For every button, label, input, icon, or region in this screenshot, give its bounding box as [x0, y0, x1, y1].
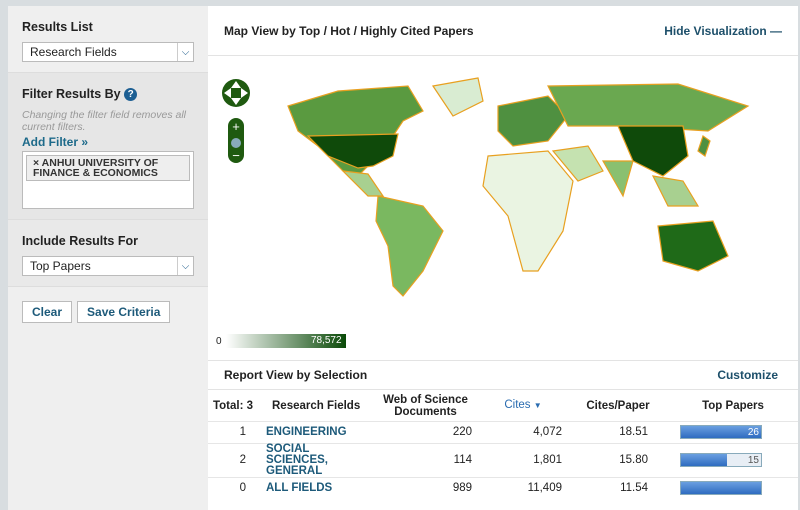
hide-visualization-button[interactable]: Hide Visualization — — [664, 23, 782, 38]
docs: 989 — [373, 476, 478, 499]
cites: 11,409 — [478, 476, 568, 499]
world-map[interactable]: +− — [208, 56, 798, 356]
top-papers-cell: 15 — [668, 442, 798, 477]
top-papers-bar[interactable]: 26 — [680, 425, 762, 439]
cites: 4,072 — [478, 420, 568, 443]
rank: 2 — [208, 442, 258, 477]
results-table: Total: 3 Research Fields Web of Science … — [208, 391, 798, 499]
cites-per-paper: 15.80 — [568, 442, 668, 477]
top-papers-cell — [668, 476, 798, 499]
map-title: Map View by Top / Hot / Highly Cited Pap… — [224, 23, 474, 38]
china — [617, 125, 689, 177]
results-list-value: Research Fields — [30, 45, 117, 59]
cites-per-paper: 18.51 — [568, 420, 668, 443]
south-america — [375, 195, 444, 297]
field-header[interactable]: Research Fields — [272, 399, 361, 412]
filter-label: Filter Results By — [22, 87, 121, 101]
top-papers-cell: 26 — [668, 420, 798, 443]
southeast-asia — [651, 175, 700, 207]
middle-east — [551, 145, 604, 182]
field-link[interactable]: ALL FIELDS — [258, 476, 373, 499]
cites: 1,801 — [478, 442, 568, 477]
chevron-down-icon: ⌵ — [177, 257, 193, 276]
add-filter-link[interactable]: Add Filter » — [22, 135, 89, 150]
remove-icon[interactable]: × — [33, 157, 40, 170]
include-select[interactable]: Top Papers ⌵ — [22, 256, 194, 277]
results-list-label: Results List — [22, 20, 93, 34]
help-icon[interactable]: ? — [124, 88, 138, 102]
sort-desc-icon: ▼ — [533, 401, 542, 411]
svg-text:−: − — [232, 148, 240, 163]
rank: 1 — [208, 420, 258, 443]
table-row: 1 ENGINEERING 220 4,072 18.51 26 — [208, 420, 798, 443]
docs-header[interactable]: Web of Science Documents — [383, 393, 468, 418]
map-controls[interactable]: +− — [222, 79, 250, 163]
filter-note: Changing the filter field removes all cu… — [22, 109, 187, 134]
total-header: Total: 3 — [212, 399, 254, 412]
chevron-down-icon: ⌵ — [177, 43, 193, 61]
top-papers-header[interactable]: Top Papers — [702, 399, 764, 412]
rank: 0 — [208, 476, 258, 499]
usa — [306, 133, 399, 169]
russia — [547, 83, 750, 132]
central-america — [341, 170, 385, 197]
docs: 220 — [373, 420, 478, 443]
field-link[interactable]: ENGINEERING — [258, 420, 373, 443]
results-list-select[interactable]: Research Fields ⌵ — [22, 42, 194, 62]
customize-link[interactable]: Customize — [717, 368, 778, 382]
top-papers-bar[interactable] — [680, 481, 762, 496]
field-link[interactable]: SOCIAL SCIENCES, GENERAL — [258, 442, 373, 477]
save-criteria-button[interactable]: Save Criteria — [77, 301, 171, 324]
india — [601, 160, 634, 198]
cites-per-paper-header[interactable]: Cites/Paper — [586, 399, 650, 412]
table-row: 0 ALL FIELDS 989 11,409 11.54 — [208, 476, 798, 499]
sidebar: Results List Research Fields ⌵ Filter Res… — [8, 6, 208, 510]
africa — [482, 150, 574, 272]
europe — [497, 95, 569, 147]
greenland — [431, 77, 484, 117]
table-row: 2 SOCIAL SCIENCES, GENERAL 114 1,801 15.… — [208, 442, 798, 477]
include-label: Include Results For — [22, 234, 138, 249]
map-legend: 0 78,572 — [216, 334, 346, 348]
filter-chip: × ANHUI UNIVERSITY OF FINANCE & ECONOMIC… — [26, 155, 190, 182]
svg-text:+: + — [232, 119, 240, 134]
legend-gradient: 78,572 — [225, 334, 346, 348]
australia — [657, 220, 729, 272]
top-papers-bar[interactable]: 15 — [680, 453, 762, 467]
report-title: Report View by Selection — [224, 368, 368, 382]
filter-box: × ANHUI UNIVERSITY OF FINANCE & ECONOMIC… — [22, 151, 194, 210]
clear-button[interactable]: Clear — [22, 301, 73, 324]
cites-per-paper: 11.54 — [568, 476, 668, 499]
cites-header[interactable]: Cites ▼ — [504, 399, 542, 412]
main-panel: Map View by Top / Hot / Highly Cited Pap… — [208, 6, 798, 510]
docs: 114 — [373, 442, 478, 477]
japan — [697, 135, 711, 157]
